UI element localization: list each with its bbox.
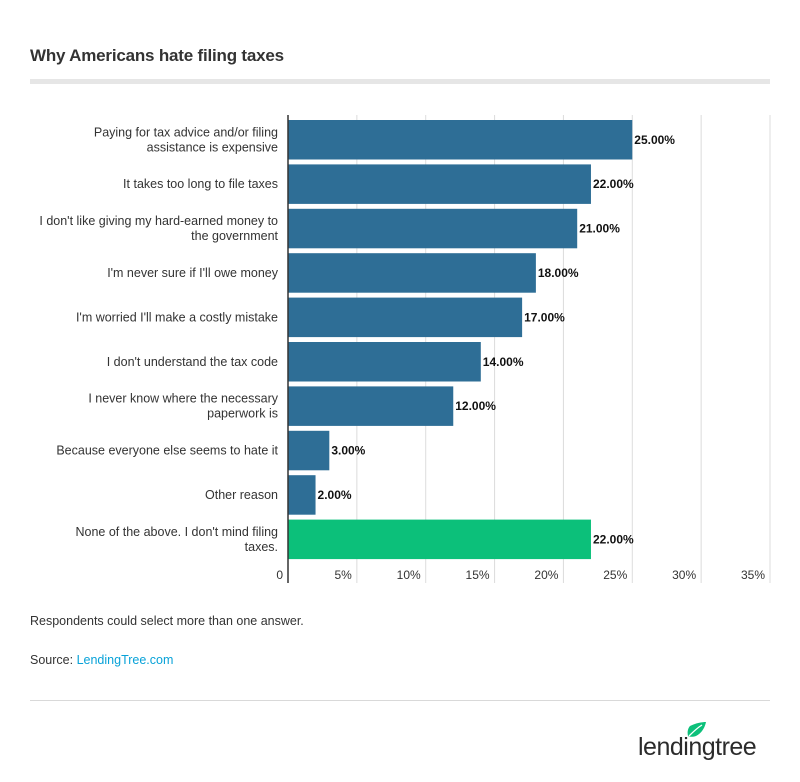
chart-title: Why Americans hate filing taxes [30, 46, 284, 65]
category-label: I never know where the necessary [88, 392, 278, 406]
bar [288, 342, 481, 382]
category-label: I'm worried I'll make a costly mistake [76, 310, 278, 324]
tick-label: 35% [741, 568, 765, 582]
tick-label: 30% [672, 568, 696, 582]
tick-label: 20% [534, 568, 558, 582]
category-label: None of the above. I don't mind filing [75, 525, 278, 539]
source-link[interactable]: LendingTree.com [76, 653, 174, 667]
title-divider [30, 79, 770, 84]
footer-divider [30, 700, 770, 701]
data-label: 2.00% [318, 488, 352, 502]
data-label: 17.00% [524, 310, 565, 324]
leaf-icon [687, 722, 706, 737]
bar [288, 164, 591, 204]
data-label: 14.00% [483, 355, 524, 369]
bar [288, 430, 330, 471]
category-label: I'm never sure if I'll owe money [107, 266, 279, 280]
category-label: Other reason [205, 488, 278, 502]
tick-label: 0 [276, 568, 283, 582]
data-label: 18.00% [538, 266, 579, 280]
data-label: 3.00% [331, 444, 365, 458]
data-label: 21.00% [579, 222, 620, 236]
category-label: I don't understand the tax code [107, 355, 278, 369]
tick-label: 10% [397, 568, 421, 582]
tick-label: 15% [466, 568, 490, 582]
tick-label: 25% [603, 568, 627, 582]
category-label: paperwork is [207, 407, 278, 421]
bar [288, 208, 578, 249]
footnote: Respondents could select more than one a… [30, 614, 304, 628]
data-label: 22.00% [593, 532, 634, 546]
bar [288, 120, 633, 160]
category-label: Because everyone else seems to hate it [56, 444, 278, 458]
bar [288, 386, 454, 426]
tick-label: 5% [335, 568, 353, 582]
category-label: It takes too long to file taxes [123, 177, 278, 191]
bar [288, 297, 523, 338]
source-prefix: Source: [30, 653, 74, 667]
category-label: I don't like giving my hard-earned money… [39, 214, 278, 228]
bar [288, 519, 591, 560]
lendingtree-logo: lendingtree [638, 722, 757, 761]
data-label: 12.00% [455, 399, 496, 413]
bar-chart: 25.00% Paying for tax advice and/or filin… [39, 115, 771, 583]
bar [288, 475, 316, 515]
category-label: assistance is expensive [147, 140, 278, 154]
data-label: 22.00% [593, 177, 634, 191]
category-label: taxes. [245, 540, 278, 554]
data-label: 25.00% [634, 133, 675, 147]
source-line: Source: LendingTree.com [30, 653, 173, 667]
category-label: the government [191, 229, 278, 243]
logo-wordmark: lendingtree [638, 733, 756, 761]
bar [288, 253, 536, 293]
category-label: Paying for tax advice and/or filing [94, 125, 278, 139]
